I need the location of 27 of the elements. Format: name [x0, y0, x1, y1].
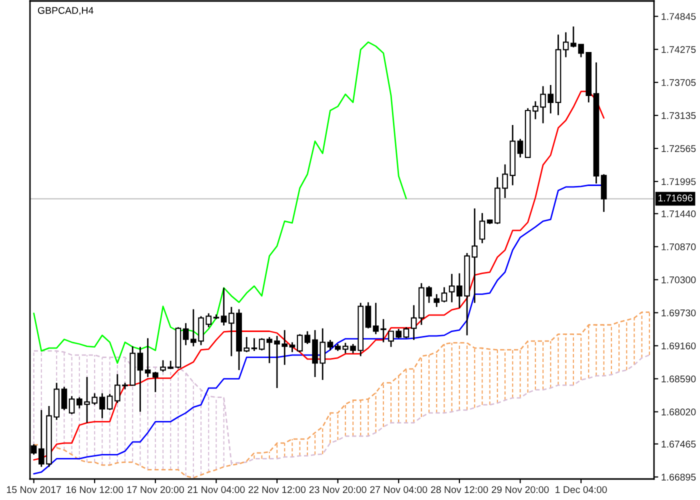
y-tick-label: 1.73705	[662, 79, 696, 86]
x-tick-label: 28 Nov 12:00	[431, 486, 488, 494]
y-tick-label: 1.71995	[662, 178, 696, 186]
y-tick-label: 1.70300	[662, 276, 696, 284]
x-tick-label: 15 Nov 2017	[6, 486, 61, 494]
y-tick-label: 1.74275	[662, 46, 696, 53]
ref-line-label: 1.71696	[658, 194, 692, 202]
y-tick-label: 1.68590	[662, 376, 696, 382]
text: GBPCAD,H4	[38, 6, 94, 16]
y-tick-label: 1.72565	[662, 145, 696, 152]
y-tick-label: 1.67465	[662, 440, 696, 448]
x-tick-label: 23 Nov 20:00	[309, 486, 366, 494]
x-tick-label: 27 Nov 04:00	[370, 486, 428, 494]
y-tick-label: 1.69160	[662, 342, 696, 350]
y-tick-label: 1.70870	[662, 243, 696, 250]
y-tick-label: 1.73135	[662, 112, 696, 120]
y-tick-label: 1.74845	[662, 13, 696, 20]
y-tick-label: 1.71440	[662, 210, 696, 218]
x-tick-label: 16 Nov 12:00	[66, 486, 124, 494]
y-tick-label: 1.68020	[662, 408, 696, 416]
x-tick-label: 17 Nov 20:00	[127, 486, 184, 494]
x-tick-label: 1 Dec 04:00	[556, 486, 607, 494]
x-tick-label: 21 Nov 04:00	[188, 486, 245, 494]
y-tick-label: 1.69730	[662, 309, 696, 316]
x-tick-label: 29 Nov 20:00	[492, 486, 549, 494]
x-tick-label: 22 Nov 12:00	[248, 486, 306, 494]
y-tick-label: 1.66895	[662, 474, 696, 481]
